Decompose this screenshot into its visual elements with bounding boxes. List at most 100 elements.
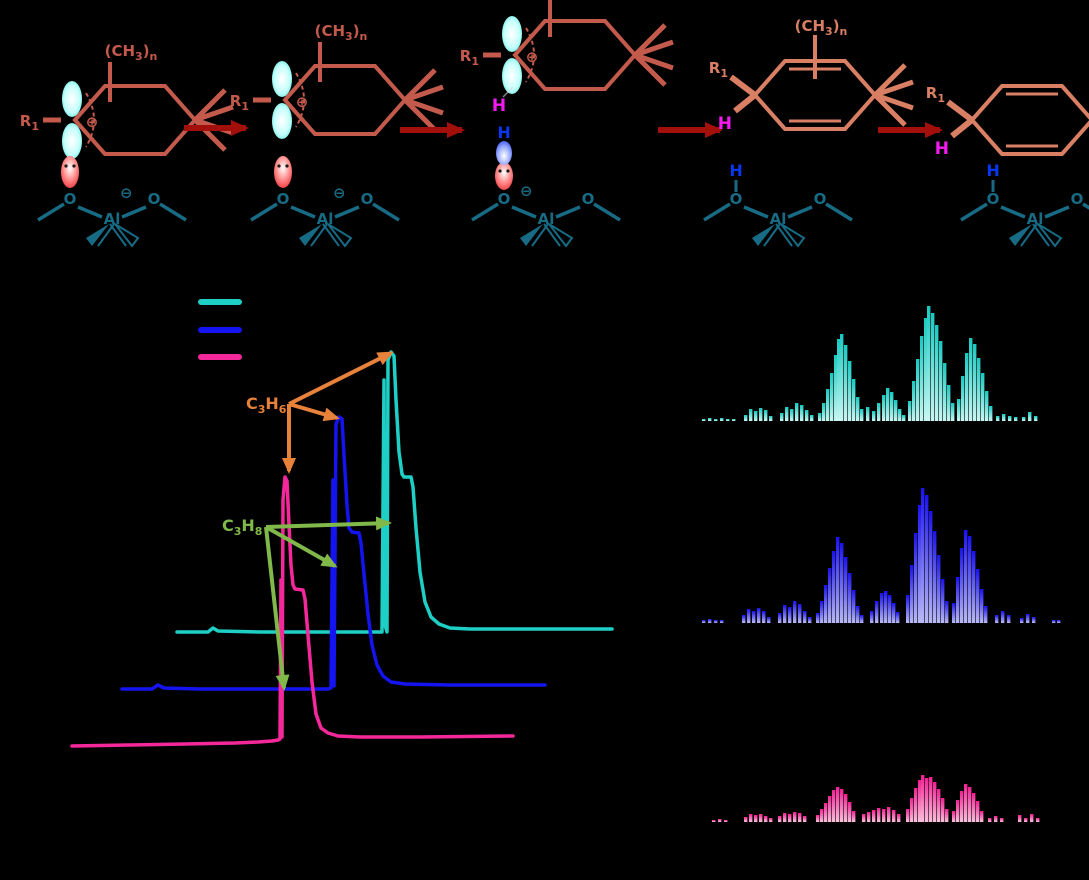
mass-spectrum-teal-bar	[989, 406, 993, 421]
mass-spectrum-teal-bar	[951, 403, 955, 421]
mass-spectrum-teal-bar	[908, 401, 912, 421]
mass-spectrum-pink-bar	[960, 791, 964, 822]
mass-spectrum-blue-bar	[880, 593, 884, 623]
mass-spectrum-blue-bar	[933, 531, 937, 623]
mass-spectrum-teal-bar	[1014, 417, 1018, 421]
mass-spectrum-teal-bar	[973, 344, 977, 421]
mass-spectrum-pink-bar	[972, 793, 976, 822]
mass-spectrum-teal-bar	[764, 410, 768, 421]
mass-spectrum-pink-bar	[933, 782, 937, 822]
annotation-1-arrow-2	[264, 526, 290, 691]
legend-swatch-0	[198, 299, 242, 305]
mass-spectrum-pink-bar	[1036, 818, 1040, 822]
mass-spectrum-blue-bar	[808, 617, 812, 623]
mass-spectrum-pink-bar	[980, 811, 984, 822]
mass-spectrum-blue-bar	[1026, 614, 1030, 623]
mass-spectrum-teal-bar	[965, 353, 969, 421]
mass-spectrum-blue-bar	[968, 536, 972, 623]
mass-spectrum-teal-bar	[890, 392, 894, 421]
mass-spectrum-teal-bar	[961, 376, 965, 421]
mass-spectrum-teal-bar	[985, 391, 989, 421]
mass-spectrum-blue-bar	[1001, 611, 1005, 623]
mass-spectrum-teal-bar	[830, 373, 834, 421]
mass-spectrum-blue-bar	[914, 533, 918, 623]
mass-spectrum-teal-bar	[826, 389, 830, 421]
mass-spectrum-pink-bar	[976, 801, 980, 822]
mass-spectrum-teal-bar	[720, 418, 724, 421]
mass-spectrum-blue-bar	[816, 613, 820, 623]
mass-spectrum-blue-bar	[762, 611, 766, 623]
mass-spectrum-teal-bar	[981, 373, 985, 421]
stage-4-diene: (CH3)n	[709, 17, 913, 134]
mass-spectrum-teal-bar	[749, 409, 753, 421]
mass-spectrum-pink-bar	[925, 778, 929, 822]
mass-spectrum-blue-bar	[1052, 620, 1056, 623]
mass-spectrum-pink-bar	[803, 816, 807, 822]
mass-spectrum-blue-bar	[820, 601, 824, 623]
mass-spectrum-blue-bar	[742, 615, 746, 623]
mass-spectrum-pink-bar	[867, 812, 871, 822]
mass-spectrum-teal-bar	[800, 405, 804, 421]
mass-spectrum-teal-bar	[860, 409, 864, 421]
mass-spectrum-teal-bar	[1008, 416, 1012, 421]
mass-spectrum-pink-bar	[749, 814, 753, 822]
mass-spectrum-pink-bar	[824, 803, 828, 822]
mass-spectrum-pink-bar	[816, 815, 820, 822]
mass-spectrum-pink-bar	[793, 812, 797, 822]
mass-spectrum-teal-bar	[877, 403, 881, 421]
mass-spectrum-pink-bar	[724, 820, 728, 822]
mass-spectrum-blue-bar	[972, 551, 976, 623]
mass-spectrum-blue-bar	[918, 505, 922, 623]
mass-spectrum-blue-bar	[767, 617, 771, 623]
mass-spectrum-pink-bar	[937, 789, 941, 822]
trace-teal	[175, 350, 614, 634]
mass-spectrum-pink-bar	[718, 819, 722, 822]
mass-spectrum-pink-bar	[882, 809, 886, 822]
mass-spectrum-pink-bar	[964, 784, 968, 822]
mass-spectrum-pink-bar	[764, 816, 768, 822]
h-departure-bond	[502, 86, 514, 98]
mass-spectrum-blue-bar	[844, 557, 848, 623]
stage-3-carbocation: H	[460, 0, 673, 116]
mass-spectrum-pink-bar	[820, 809, 824, 822]
mass-spectrum-blue-bar	[964, 530, 968, 623]
mass-spectrum-blue-bar	[1020, 618, 1024, 623]
mass-spectrum-pink-bar	[744, 817, 748, 822]
mass-spectrum-teal-bar	[1022, 417, 1026, 421]
mass-spectrum-teal-bar	[939, 341, 943, 421]
mass-spectrum-teal-bar	[754, 411, 758, 421]
mass-spectrum-pink-bar	[769, 818, 773, 822]
annotation-1-arrow-1	[265, 525, 338, 568]
mass-spectrum-blue-bar	[929, 511, 933, 623]
mass-spectrum-blue-bar	[793, 601, 797, 623]
mass-spectrum-teal-bar	[726, 419, 730, 421]
mass-spectrum-blue-bar	[896, 612, 900, 623]
mass-spectrum-teal-bar	[894, 400, 898, 421]
mass-spectrum-pink-bar	[848, 802, 852, 822]
legend-swatch-1	[198, 327, 242, 333]
mass-spectrum-pink-bar	[887, 807, 891, 822]
mass-spectrum-blue-bar	[824, 585, 828, 623]
mass-spectrum-blue-bar	[852, 590, 856, 623]
mass-spectrum-blue-bar	[921, 488, 925, 623]
mass-spectrum-teal-bar	[1028, 412, 1032, 421]
mass-spectrum-blue-bar	[856, 606, 860, 623]
mass-spectrum-blue-bar	[1007, 615, 1011, 623]
trace-pink	[70, 475, 515, 748]
mass-spectrum-blue-bar	[803, 611, 807, 623]
mass-spectrum-blue-bar	[708, 619, 712, 623]
trace-blue	[120, 415, 547, 691]
mass-spectrum-blue-bar	[798, 604, 802, 623]
stage-4: (CH3)n	[704, 17, 913, 246]
mass-spectrum-blue-bar	[960, 548, 964, 623]
mass-spectrum-blue	[702, 488, 1061, 623]
ch3n-label: (CH3)n	[795, 17, 848, 38]
mass-spectrum-teal-bar	[931, 313, 935, 421]
mass-spectrum-teal-bar	[848, 361, 852, 421]
mass-spectrum-pink-bar	[1030, 814, 1034, 822]
mass-spectrum-pink-bar	[798, 813, 802, 822]
mass-spectrum-teal-bar	[818, 413, 822, 421]
mass-spectrum-pink-bar	[828, 796, 832, 822]
mass-spectrum-blue-bar	[848, 573, 852, 623]
